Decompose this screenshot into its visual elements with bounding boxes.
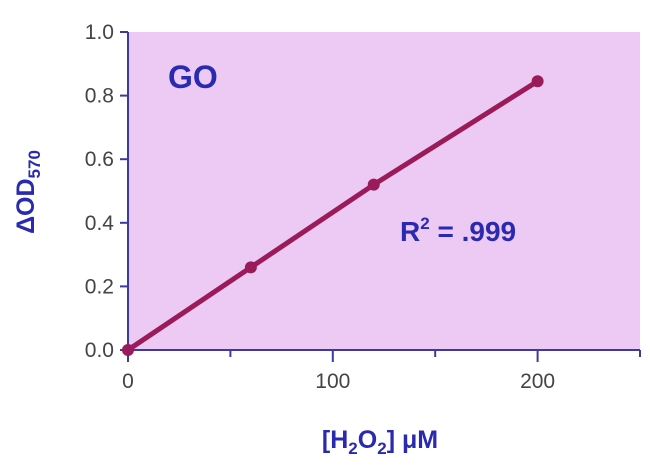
x-label-mid: O (358, 426, 377, 454)
y-tick-label: 0.6 (85, 148, 114, 171)
data-point (122, 344, 134, 356)
y-label-main: ΔOD (12, 178, 40, 233)
y-axis-ticks: 0.0 0.2 0.4 0.6 0.8 1.0 (85, 21, 128, 362)
r-squared-main: R (400, 216, 420, 247)
x-label-end: ] μM (387, 426, 438, 454)
r-squared-value: = .999 (430, 216, 516, 247)
series-line (125, 78, 541, 353)
data-point (367, 178, 380, 191)
r-squared-annotation: R2 = .999 (400, 214, 516, 247)
group-label: GO (168, 59, 218, 95)
x-tick-label: 100 (315, 370, 350, 393)
x-axis-label: [H2O2] μM (322, 426, 438, 458)
y-tick-label: 0.0 (85, 339, 114, 362)
plot-background (128, 32, 640, 350)
data-point (531, 75, 544, 88)
x-tick-label: 200 (520, 370, 555, 393)
y-tick-label: 0.4 (85, 212, 115, 235)
x-tick-label: 0 (122, 370, 134, 393)
y-tick-label: 0.2 (85, 275, 114, 298)
y-axis-label: ΔOD570 (12, 150, 44, 234)
series-layer (122, 75, 544, 356)
x-label-sub2: 2 (377, 439, 386, 458)
x-axis-ticks: 0 100 200 (122, 350, 641, 393)
r-squared-superscript: 2 (420, 214, 429, 233)
x-label-main: [H (322, 426, 348, 454)
y-label-sub: 570 (25, 150, 44, 178)
data-point (244, 261, 257, 274)
x-label-sub1: 2 (348, 439, 357, 458)
y-tick-label: 0.8 (85, 85, 114, 108)
y-tick-label: 1.0 (85, 21, 114, 44)
